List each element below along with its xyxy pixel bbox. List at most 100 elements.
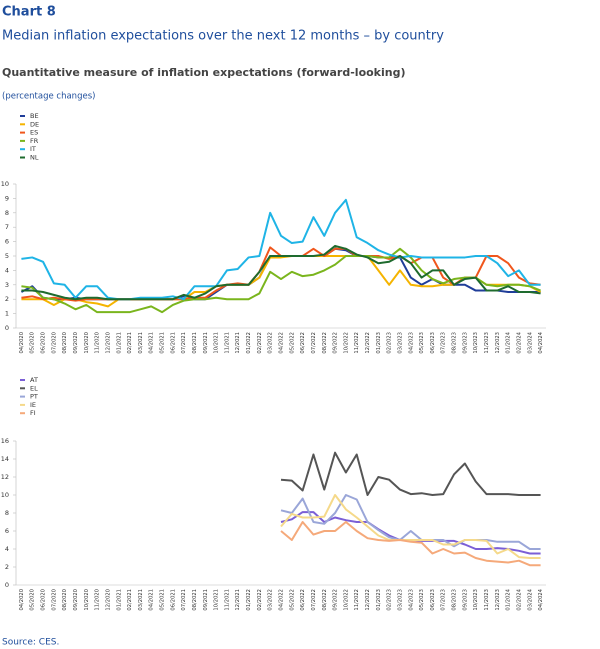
series-line xyxy=(280,494,541,550)
x-tick-label: 04/2020 xyxy=(19,589,25,611)
x-tick-label: 05/2022 xyxy=(289,332,295,354)
x-tick-label: 03/2021 xyxy=(138,589,144,611)
series-line xyxy=(280,451,541,496)
x-tick-label: 05/2020 xyxy=(30,332,36,354)
x-tick-label: 09/2023 xyxy=(462,332,468,354)
x-tick-label: 10/2020 xyxy=(84,332,90,354)
x-tick-label: 03/2024 xyxy=(527,331,533,353)
x-tick-label: 01/2023 xyxy=(376,589,382,611)
x-tick-label: 02/2022 xyxy=(257,332,263,354)
chart-number: Chart 8 xyxy=(2,5,56,20)
legend-label: BE xyxy=(30,112,39,120)
x-tick-label: 02/2021 xyxy=(127,332,133,354)
y-tick-label: 2 xyxy=(5,295,9,303)
legend-label: NL xyxy=(30,154,39,162)
x-tick-label: 09/2021 xyxy=(203,332,209,354)
x-tick-label: 06/2020 xyxy=(41,332,47,354)
x-tick-label: 01/2022 xyxy=(246,332,252,354)
legend-label: DE xyxy=(30,120,39,128)
units-label: (percentage changes) xyxy=(2,92,95,102)
x-tick-label: 01/2023 xyxy=(376,332,382,354)
legend-label: IT xyxy=(30,145,36,153)
x-tick-label: 10/2023 xyxy=(473,589,479,611)
x-tick-label: 07/2020 xyxy=(51,332,57,354)
y-tick-label: 4 xyxy=(5,266,9,274)
y-tick-label: 0 xyxy=(5,324,9,332)
series-line xyxy=(21,198,541,301)
x-tick-label: 07/2022 xyxy=(311,332,317,354)
x-tick-label: 12/2022 xyxy=(365,332,371,354)
legend-label: ES xyxy=(30,129,38,137)
x-tick-label: 02/2021 xyxy=(127,589,133,611)
series-line xyxy=(21,244,541,301)
y-tick-label: 0 xyxy=(5,581,9,589)
x-tick-label: 11/2023 xyxy=(484,332,490,354)
x-tick-label: 05/2022 xyxy=(289,589,295,611)
x-tick-label: 05/2023 xyxy=(419,332,425,354)
x-tick-label: 02/2024 xyxy=(516,588,522,610)
x-tick-label: 06/2021 xyxy=(170,589,176,611)
x-tick-label: 08/2022 xyxy=(322,332,328,354)
x-tick-label: 12/2023 xyxy=(495,332,501,354)
x-tick-label: 03/2022 xyxy=(268,589,274,611)
x-tick-label: 12/2021 xyxy=(235,589,241,611)
y-tick-label: 12 xyxy=(1,473,9,481)
y-tick-label: 1 xyxy=(5,310,9,318)
x-tick-label: 02/2023 xyxy=(387,332,393,354)
x-tick-label: 09/2022 xyxy=(333,332,339,354)
x-tick-label: 08/2021 xyxy=(192,332,198,354)
legend-label: FR xyxy=(30,137,39,145)
x-tick-label: 05/2021 xyxy=(160,589,166,611)
y-tick-label: 3 xyxy=(5,281,9,289)
y-tick-label: 10 xyxy=(1,491,9,499)
x-tick-label: 03/2021 xyxy=(138,332,144,354)
x-tick-label: 05/2020 xyxy=(30,589,36,611)
x-tick-label: 08/2020 xyxy=(62,332,68,354)
x-tick-label: 11/2022 xyxy=(354,589,360,611)
x-tick-label: 01/2022 xyxy=(246,589,252,611)
x-tick-label: 06/2022 xyxy=(300,332,306,354)
x-tick-label: 04/2022 xyxy=(279,332,285,354)
x-tick-label: 07/2021 xyxy=(181,332,187,354)
y-tick-label: 5 xyxy=(5,252,9,260)
x-tick-label: 11/2022 xyxy=(354,332,360,354)
y-tick-label: 8 xyxy=(5,209,9,217)
x-tick-label: 09/2021 xyxy=(203,589,209,611)
x-tick-label: 09/2020 xyxy=(73,332,79,354)
y-tick-label: 6 xyxy=(5,527,9,535)
x-tick-label: 11/2021 xyxy=(224,589,230,611)
x-tick-label: 12/2022 xyxy=(365,589,371,611)
y-tick-label: 7 xyxy=(5,223,9,231)
x-tick-label: 08/2020 xyxy=(62,589,68,611)
x-tick-label: 08/2022 xyxy=(322,589,328,611)
x-tick-label: 07/2021 xyxy=(181,589,187,611)
x-tick-label: 02/2022 xyxy=(257,589,263,611)
x-tick-label: 10/2022 xyxy=(343,332,349,354)
x-tick-label: 04/2024 xyxy=(538,588,544,610)
y-tick-label: 6 xyxy=(5,238,9,246)
x-tick-label: 03/2023 xyxy=(397,332,403,354)
x-tick-label: 08/2021 xyxy=(192,589,198,611)
x-tick-label: 11/2020 xyxy=(95,589,101,611)
x-tick-label: 04/2020 xyxy=(19,332,25,354)
x-tick-label: 05/2021 xyxy=(160,332,166,354)
legend-label: EL xyxy=(30,384,38,392)
x-tick-label: 01/2024 xyxy=(506,331,512,353)
x-tick-label: 11/2021 xyxy=(224,332,230,354)
x-tick-label: 12/2020 xyxy=(105,589,111,611)
x-tick-label: 03/2024 xyxy=(527,588,533,610)
x-tick-label: 08/2023 xyxy=(452,589,458,611)
series-line xyxy=(280,494,541,559)
x-tick-label: 12/2021 xyxy=(235,332,241,354)
y-tick-label: 16 xyxy=(1,437,9,445)
x-tick-label: 02/2024 xyxy=(516,331,522,353)
x-tick-label: 03/2023 xyxy=(397,589,403,611)
x-tick-label: 04/2023 xyxy=(408,589,414,611)
x-tick-label: 03/2022 xyxy=(268,332,274,354)
y-tick-label: 2 xyxy=(5,563,9,571)
x-tick-label: 01/2021 xyxy=(116,332,122,354)
x-tick-label: 06/2022 xyxy=(300,589,306,611)
x-tick-label: 10/2022 xyxy=(343,589,349,611)
x-tick-label: 04/2022 xyxy=(279,589,285,611)
x-tick-label: 04/2023 xyxy=(408,332,414,354)
